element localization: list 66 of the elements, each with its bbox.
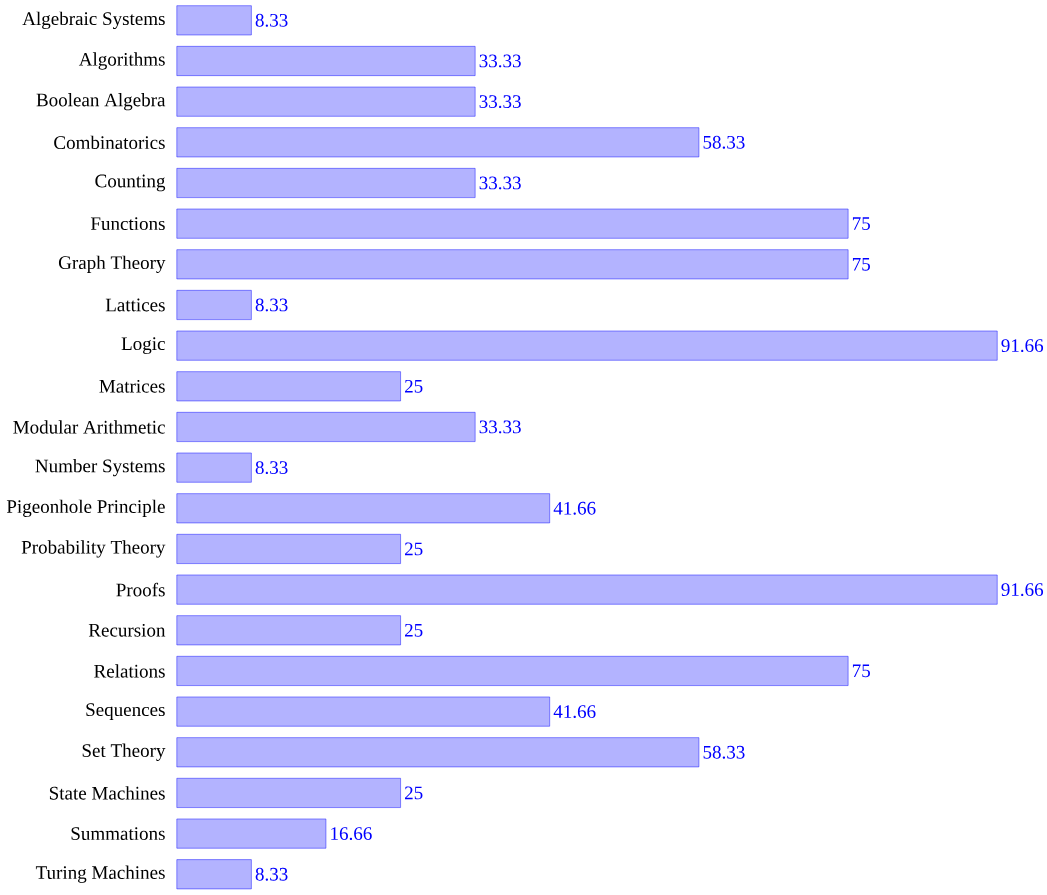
bar	[176, 574, 998, 605]
bar	[176, 656, 849, 687]
y-tick-label: Proofs	[116, 583, 165, 597]
bar	[176, 412, 476, 443]
y-tick-label: Combinatorics	[54, 135, 165, 150]
data-label: 41.66	[553, 705, 596, 719]
y-tick-label: Recursion	[88, 624, 166, 637]
data-label: 41.66	[553, 502, 596, 515]
y-tick-label: Set Theory	[82, 743, 166, 762]
bar	[176, 330, 998, 361]
data-label: 25	[405, 542, 423, 556]
data-label: 75	[852, 664, 870, 678]
y-tick-label: Pigeonhole Principle	[6, 499, 165, 518]
y-tick-label: Relations	[94, 664, 165, 678]
bar	[176, 290, 252, 321]
y-tick-label: Modular Arithmetic	[13, 420, 165, 434]
data-label: 25	[405, 786, 423, 800]
y-tick-label: Matrices	[99, 380, 165, 393]
bar	[176, 168, 476, 199]
data-label: 16.66	[331, 827, 372, 841]
data-label: 58.33	[703, 746, 745, 759]
bar	[176, 534, 401, 565]
data-label: 58.33	[703, 136, 745, 149]
y-tick-label: Summations	[71, 827, 165, 841]
y-tick-label: Probability Theory	[21, 540, 166, 558]
data-label: 33.33	[479, 54, 521, 68]
y-tick-label: Number Systems	[35, 459, 165, 477]
bar	[176, 249, 849, 280]
bar	[176, 46, 476, 77]
data-label: 33.33	[479, 420, 521, 434]
bar	[176, 696, 550, 727]
data-label: 25	[405, 380, 423, 393]
data-label: 8.33	[255, 298, 288, 312]
data-label: 91.66	[1001, 583, 1044, 597]
bar	[176, 615, 401, 646]
y-tick-label: Lattices	[105, 298, 165, 312]
y-tick-label: Turing Machines	[35, 865, 165, 884]
data-label: 33.33	[479, 95, 521, 109]
bar	[176, 818, 327, 849]
data-label: 8.33	[255, 867, 288, 881]
bar	[176, 859, 252, 890]
data-label: 75	[852, 217, 870, 231]
bar	[176, 208, 849, 239]
y-tick-label: Graph Theory	[58, 255, 166, 274]
y-tick-label: Counting	[95, 174, 166, 192]
bar	[176, 452, 252, 483]
data-label: 8.33	[255, 14, 288, 27]
y-tick-label: Algebraic Systems	[22, 11, 165, 30]
y-tick-label: Algorithms	[78, 52, 165, 70]
bar	[176, 493, 550, 524]
data-label: 75	[852, 258, 870, 271]
y-tick-label: Boolean Algebra	[36, 93, 166, 111]
bar	[176, 86, 476, 117]
bar	[176, 5, 252, 36]
y-tick-label: Functions	[90, 217, 165, 231]
y-tick-label: Sequences	[86, 703, 165, 721]
bar	[176, 778, 401, 808]
y-tick-label: State Machines	[49, 786, 165, 800]
data-label: 25	[405, 624, 423, 637]
y-tick-label: Logic	[121, 337, 165, 355]
bar	[176, 371, 401, 402]
bar	[176, 737, 700, 768]
data-label: 8.33	[255, 461, 288, 475]
data-label: 33.33	[479, 176, 521, 190]
data-label: 91.66	[1001, 339, 1044, 353]
bar	[176, 127, 700, 158]
